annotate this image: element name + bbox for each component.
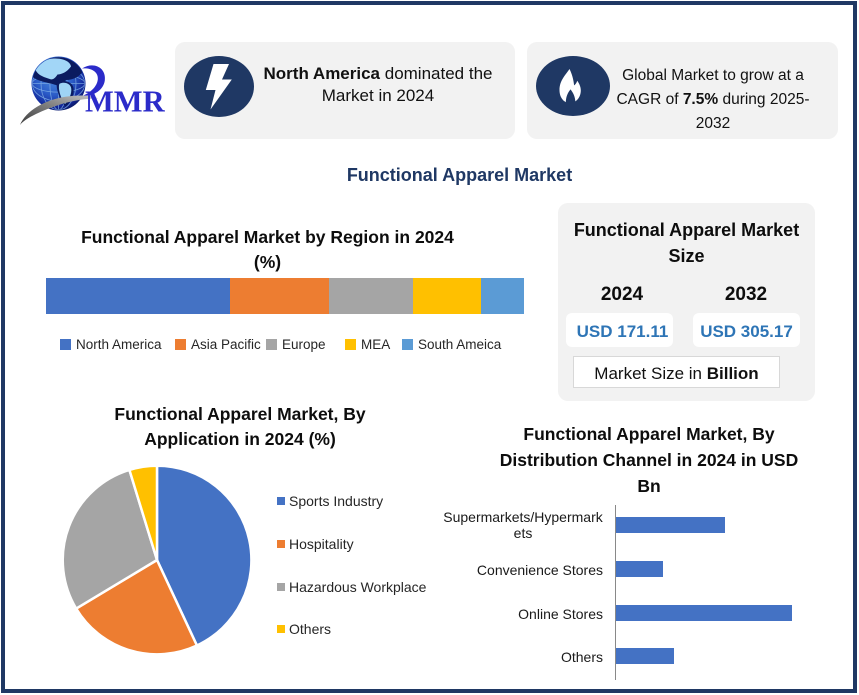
svg-text:MMR: MMR	[85, 85, 166, 119]
